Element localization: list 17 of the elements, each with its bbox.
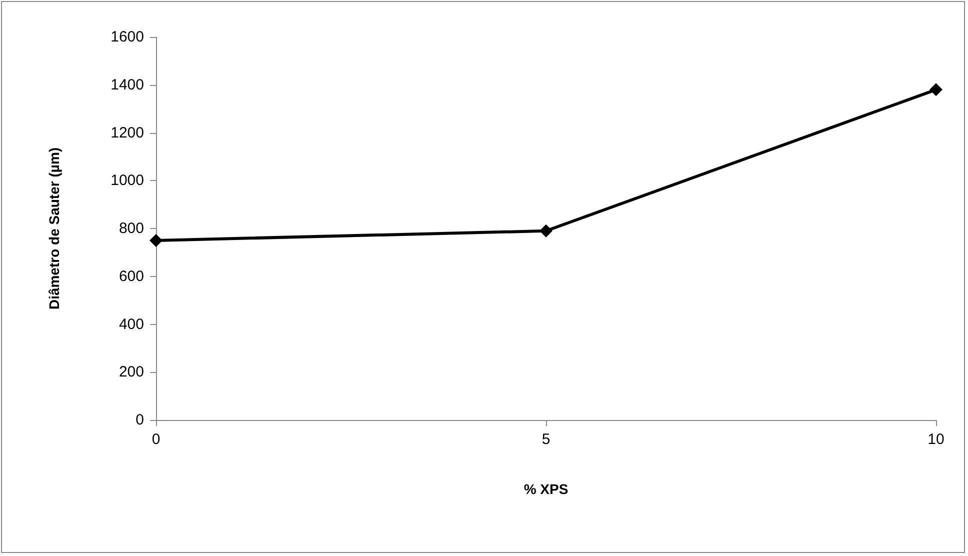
x-axis-title: % XPS	[524, 481, 568, 497]
y-tick-label: 400	[118, 316, 144, 333]
y-axis-title: Diâmetro de Sauter (µm)	[46, 147, 62, 310]
x-tick-label: 0	[152, 431, 160, 448]
point	[540, 224, 552, 238]
x-tick-label: 5	[542, 431, 550, 448]
point	[930, 83, 942, 96]
y-tick-label: 800	[118, 220, 144, 237]
y-tick-label: 0	[136, 412, 144, 428]
y-tick-label: 200	[118, 364, 144, 381]
x-tick-label: 10	[928, 431, 944, 448]
y-tick-label: 1400	[110, 76, 144, 94]
y-tick-label: 600	[118, 268, 144, 285]
point	[150, 234, 162, 247]
y-tick-label: 1200	[110, 124, 144, 142]
y-tick-label: 1600	[110, 28, 144, 46]
y-tick-label: 1000	[110, 172, 144, 190]
